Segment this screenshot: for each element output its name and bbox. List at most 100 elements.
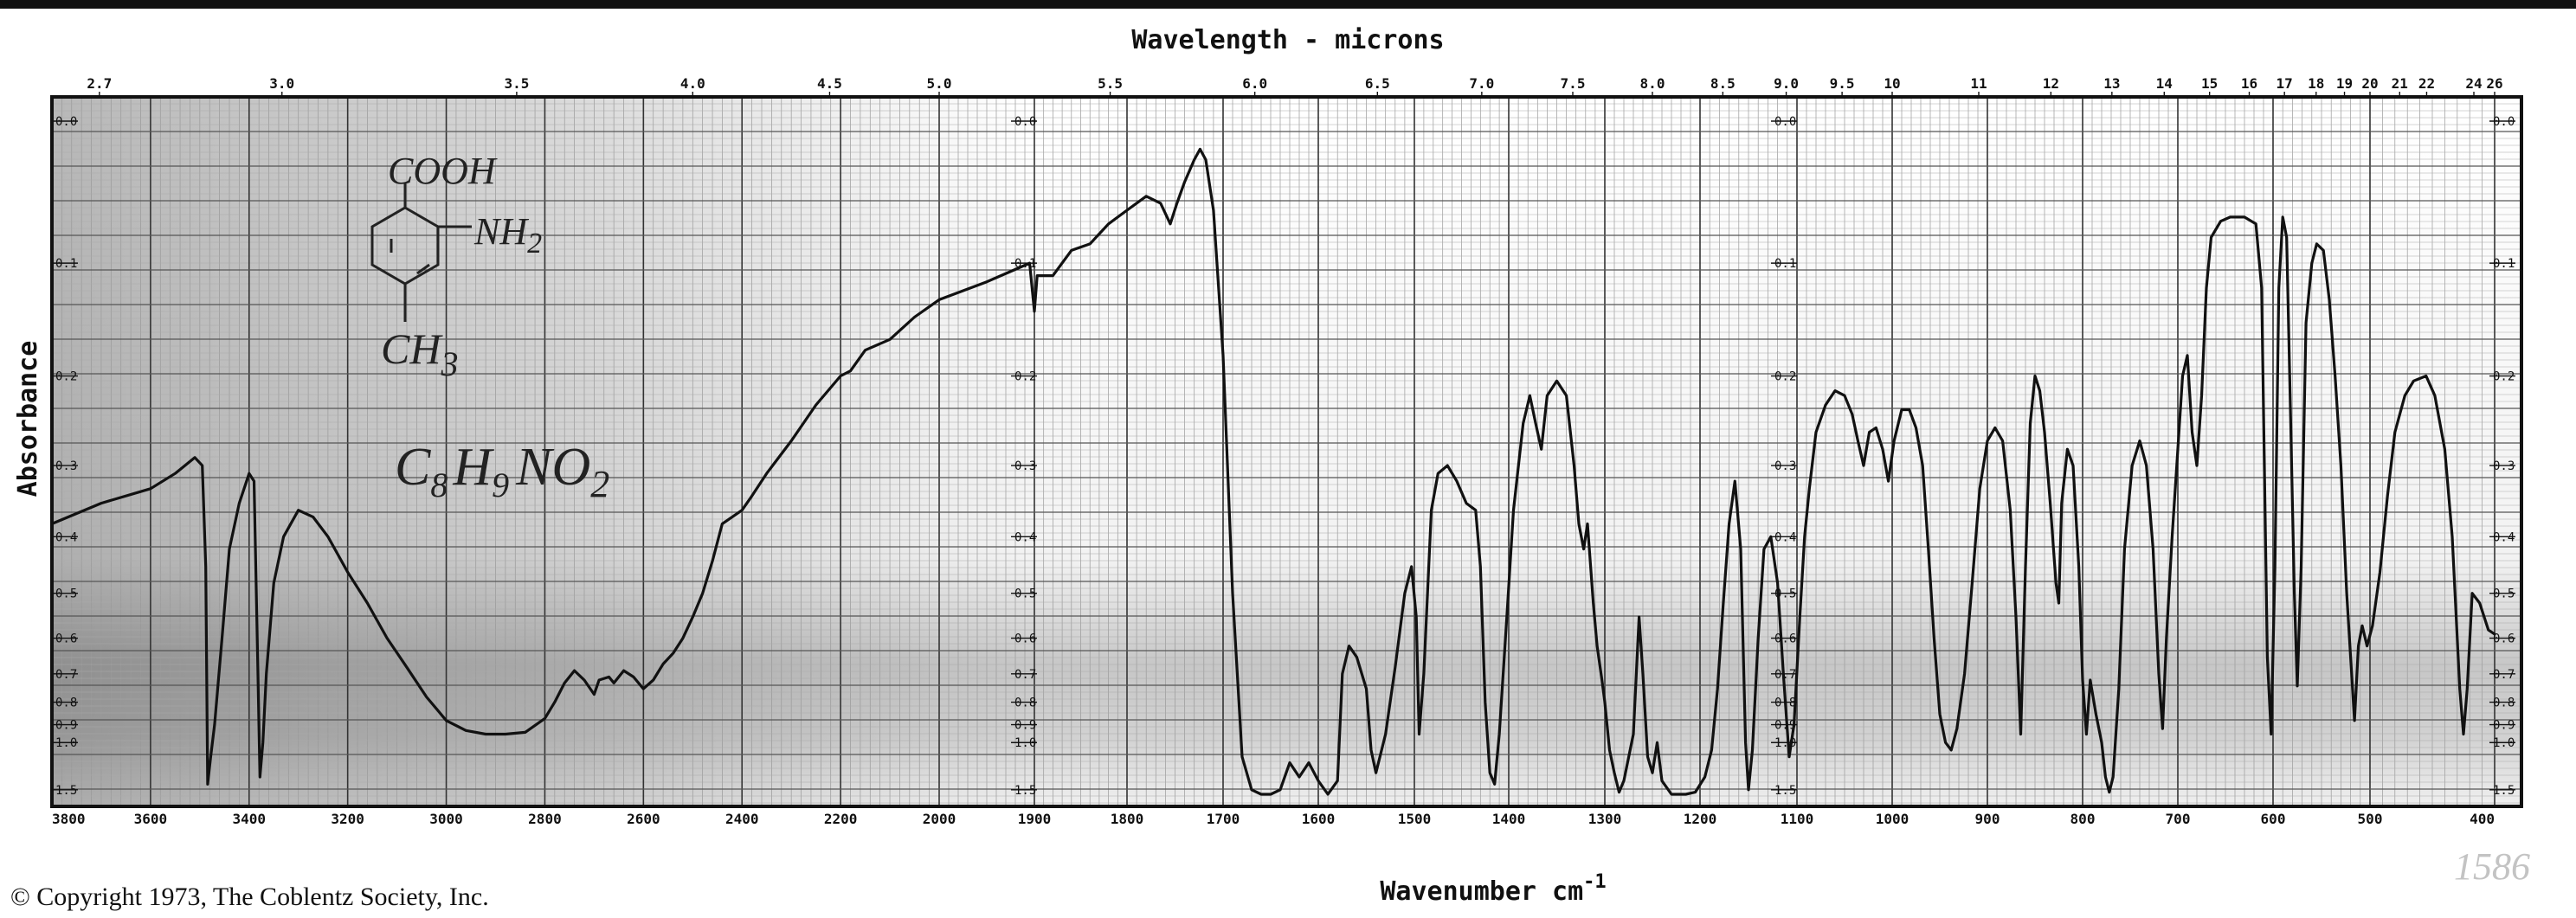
y-axis-title: Absorbance [13, 341, 43, 498]
absorbance-tick-label: 0.3 [1774, 459, 1796, 473]
micron-tick-label: 3.5 [504, 75, 529, 92]
label-nh-sub: 2 [527, 228, 542, 260]
absorbance-tick-label: 0.4 [55, 530, 77, 544]
micron-tick-label: 20 [2361, 75, 2378, 92]
label-ch3: CH3 [381, 324, 458, 383]
micron-tick-label: 7.0 [1469, 75, 1494, 92]
wavenumber-tick-label: 700 [2166, 811, 2191, 827]
wavenumber-tick-label: 900 [1975, 811, 2000, 827]
absorbance-tick-label: 0.4 [1014, 530, 1036, 544]
micron-tick-label: 5.5 [1098, 75, 1123, 92]
micron-tick-label: 14 [2156, 75, 2173, 92]
absorbance-tick-label: 0.9 [2493, 719, 2515, 733]
absorbance-tick-label: 0.6 [2493, 632, 2515, 646]
handwritten-labels: COOH NH2 CH3 C8H9 NO2 [381, 150, 609, 505]
absorbance-tick-label: 1.5 [1014, 784, 1036, 798]
absorbance-tick-label: 0.3 [2493, 459, 2515, 473]
absorbance-tick-label: 1.0 [55, 736, 77, 750]
micron-tick-label: 3.0 [269, 75, 294, 92]
label-cooh: COOH [388, 150, 498, 192]
wavenumber-tick-label: 1700 [1207, 811, 1240, 827]
wavenumber-tick-label: 3600 [134, 811, 168, 827]
absorbance-tick-label: 0.5 [1014, 587, 1036, 601]
wavenumber-tick-label: 2200 [824, 811, 858, 827]
absorbance-tick-label: 0.0 [2493, 115, 2515, 129]
catalog-number: 1586 [2454, 845, 2530, 888]
label-nh2: NH2 [473, 210, 542, 260]
micron-tick-label: 10 [1884, 75, 1900, 92]
bottom-axis-ticks: 3800 3600 3400 3200 3000 2800 2600 2400 2200 2000… [52, 811, 2495, 827]
formula-c-sub: 8 [430, 465, 448, 504]
micron-tick-label: 26 [2486, 75, 2502, 92]
absorbance-tick-label: 0.8 [55, 697, 77, 710]
micron-tick-label: 4.0 [680, 75, 705, 92]
micron-tick-label: 18 [2308, 75, 2324, 92]
absorbance-tick-label: 0.7 [1014, 668, 1036, 682]
wavenumber-tick-label: 400 [2470, 811, 2495, 827]
micron-tick-label: 13 [2103, 75, 2120, 92]
micron-tick-label: 11 [1970, 75, 1987, 92]
absorbance-tick-label: 0.8 [1014, 697, 1036, 710]
micron-tick-label: 9.0 [1774, 75, 1799, 92]
wavenumber-tick-label: 1000 [1876, 811, 1909, 827]
micron-tick-label: 6.5 [1365, 75, 1390, 92]
absorbance-tick-label: 0.2 [1014, 370, 1036, 384]
wavenumber-tick-label: 600 [2261, 811, 2286, 827]
wavenumber-tick-label: 3800 [52, 811, 86, 827]
wavenumber-tick-label: 1500 [1398, 811, 1432, 827]
micron-tick-label: 4.5 [817, 75, 842, 92]
micron-tick-label: 7.5 [1561, 75, 1586, 92]
micron-tick-label: 15 [2201, 75, 2218, 92]
absorbance-tick-label: 1.0 [1014, 736, 1036, 750]
micron-tick-label: 5.0 [927, 75, 952, 92]
label-ch-sub: 3 [440, 344, 458, 383]
handwritten-structure [370, 183, 472, 322]
absorbance-tick-label: 0.8 [2493, 697, 2515, 710]
absorbance-tick-label: 0.9 [1014, 719, 1036, 733]
wavenumber-tick-label: 2400 [725, 811, 759, 827]
grid-major [52, 97, 2521, 806]
wavenumber-tick-label: 3200 [331, 811, 364, 827]
micron-tick-label: 22 [2418, 75, 2435, 92]
absorbance-tick-label: 0.0 [1014, 115, 1036, 129]
absorbance-tick-label: 0.5 [55, 587, 77, 601]
grid-minor [52, 97, 2521, 806]
absorbance-tick-label: 0.6 [1014, 632, 1036, 646]
micron-tick-label: 12 [2043, 75, 2059, 92]
copyright-notice: © Copyright 1973, The Coblentz Society, … [10, 883, 489, 911]
wavenumber-tick-label: 800 [2070, 811, 2096, 827]
absorbance-tick-label: 0.6 [55, 632, 77, 646]
wavenumber-tick-label: 1800 [1111, 811, 1144, 827]
formula-h-sub: 9 [492, 465, 509, 504]
absorbance-tick-label: 0.0 [1774, 115, 1796, 129]
absorbance-tick-label: 0.2 [1774, 370, 1796, 384]
micron-tick-label: 8.0 [1640, 75, 1665, 92]
top-axis-ticks: 2.7 3.0 3.5 4.0 4.5 5.0 5.5 6.0 6.5 7.0 7.5 8.0 8.5 9… [87, 75, 2503, 99]
micron-tick-label: 6.0 [1242, 75, 1267, 92]
micron-tick-label: 8.5 [1710, 75, 1736, 92]
absorbance-tick-label: 0.5 [2493, 587, 2515, 601]
micron-tick-label: 24 [2465, 75, 2482, 92]
absorbance-tick-label: 0.9 [1774, 719, 1796, 733]
absorbance-tick-label: 0.3 [1014, 459, 1036, 473]
wavenumber-tick-label: 2000 [923, 811, 956, 827]
absorbance-tick-label: 0.2 [55, 370, 77, 384]
absorbance-tick-label: 1.0 [2493, 736, 2515, 750]
absorbance-tick-label: 0.3 [55, 459, 77, 473]
wavenumber-tick-label: 1900 [1018, 811, 1052, 827]
absorbance-tick-label: 1.5 [1774, 784, 1796, 798]
absorbance-tick-label: 1.5 [2493, 784, 2515, 798]
micron-tick-label: 21 [2392, 75, 2408, 92]
wavenumber-tick-label: 2600 [627, 811, 660, 827]
formula-no: NO [515, 438, 590, 497]
formula-h: H [452, 438, 494, 497]
wavenumber-tick-label: 1200 [1684, 811, 1717, 827]
absorbance-scales: 0.0 0.1 0.2 0.3 0.4 0.5 0.6 0.7 0.8 0.9 1.0 1.5 0.0 0… [52, 115, 2515, 798]
micron-tick-label: 19 [2336, 75, 2353, 92]
absorbance-tick-label: 0.4 [2493, 530, 2515, 544]
wavenumber-tick-label: 500 [2358, 811, 2383, 827]
top-axis-title: Wavelength - microns [1131, 25, 1444, 55]
absorbance-tick-label: 0.2 [2493, 370, 2515, 384]
